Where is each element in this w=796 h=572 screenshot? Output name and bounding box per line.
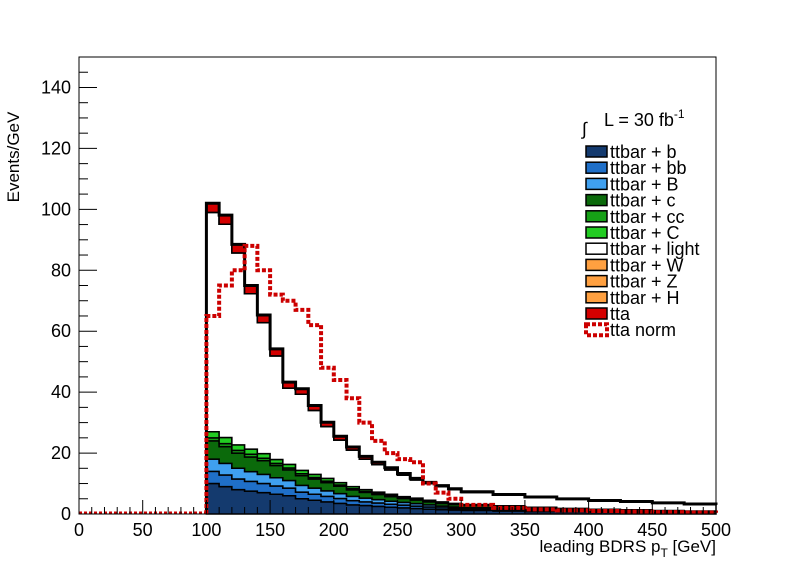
y-axis: 0 20 40 60 80 100 120 140 — [41, 56, 97, 524]
legend-swatch — [585, 307, 608, 320]
legend-entry-ttbar-c: ttbar + c — [585, 191, 676, 211]
x-tick-label: 100 — [191, 520, 221, 540]
legend-entry-tta: tta — [585, 304, 631, 324]
x-axis-label-unit: [GeV] — [668, 537, 716, 556]
x-tick-label: 400 — [574, 520, 604, 540]
legend-swatch — [585, 258, 608, 272]
legend-label: tta norm — [610, 320, 676, 340]
legend-entry-ttbar-bb: ttbar + bb — [585, 158, 687, 178]
x-tick-label: 350 — [510, 520, 540, 540]
legend-label: ttbar + B — [610, 174, 679, 194]
overlay-tta-norm — [204, 243, 718, 515]
legend-entry-ttbar-z: ttbar + Z — [585, 272, 678, 292]
legend-swatch — [585, 226, 608, 239]
x-tick-label: 200 — [319, 520, 349, 540]
legend-entry-ttbar-w: ttbar + W — [585, 255, 684, 275]
legend-entry-tta-norm: tta norm — [584, 320, 676, 340]
legend-swatch — [585, 145, 608, 158]
integral-sign: ∫ — [580, 119, 588, 139]
x-tick-label: 150 — [255, 520, 285, 540]
legend-entry-ttbar-b: ttbar + B — [585, 174, 679, 194]
legend-label: ttbar + bb — [610, 158, 687, 178]
legend-swatch — [585, 193, 608, 207]
x-tick-label: 50 — [133, 520, 153, 540]
y-tick-label: 80 — [51, 260, 71, 280]
luminosity-exponent: -1 — [674, 107, 685, 121]
legend-swatch — [585, 274, 608, 288]
legend-entry-ttbar-light: ttbar + light — [585, 239, 700, 259]
y-tick-label: 120 — [41, 138, 71, 158]
legend-entry-ttbar-cc: ttbar + cc — [585, 207, 685, 227]
x-tick-label: 0 — [74, 520, 84, 540]
y-axis-label: Events/GeV — [4, 111, 23, 202]
legend-swatch — [585, 210, 608, 223]
legend-label: ttbar + c — [610, 191, 676, 211]
legend-label: ttbar + H — [610, 288, 680, 308]
legend-label: ttbar + light — [610, 239, 700, 259]
x-tick-label: 250 — [382, 520, 412, 540]
legend-label: ttbar + b — [610, 142, 677, 162]
legend-label: tta — [610, 304, 631, 324]
luminosity-text: L = 30 fb-1 — [604, 107, 685, 130]
luminosity-prefix: L = 30 fb — [604, 110, 674, 130]
legend-label: ttbar + Z — [610, 272, 678, 292]
luminosity-label: ∫ L = 30 fb-1 — [580, 107, 685, 139]
legend-swatch — [585, 242, 608, 255]
x-axis: 0 50 100 150 200 250 300 350 400 450 500 — [74, 500, 731, 540]
x-tick-label: 500 — [701, 520, 731, 540]
legend-swatch — [585, 177, 608, 191]
legend-entry-ttbar-b: ttbar + b — [585, 142, 677, 162]
x-axis-label-sub: T — [660, 546, 668, 560]
y-tick-label: 100 — [41, 199, 71, 219]
legend-label: ttbar + cc — [610, 207, 685, 227]
legend-swatch — [585, 291, 608, 304]
y-tick-label: 60 — [51, 321, 71, 341]
legend-swatch — [585, 161, 608, 174]
legend-entry-ttbar-h: ttbar + H — [585, 288, 680, 308]
y-tick-label: 140 — [41, 77, 71, 97]
x-tick-label: 300 — [446, 520, 476, 540]
y-tick-label: 40 — [51, 382, 71, 402]
x-axis-label: leading BDRS pT [GeV] — [540, 537, 717, 560]
stack-total-outline — [204, 201, 718, 514]
y-tick-label: 0 — [61, 504, 71, 524]
legend-entry-ttbar-c: ttbar + C — [585, 223, 680, 243]
legend-label: ttbar + C — [610, 223, 680, 243]
x-axis-label-main: leading BDRS p — [540, 537, 661, 556]
y-tick-label: 20 — [51, 443, 71, 463]
legend-swatch — [584, 322, 609, 338]
x-tick-label: 450 — [637, 520, 667, 540]
legend-label: ttbar + W — [610, 255, 684, 275]
